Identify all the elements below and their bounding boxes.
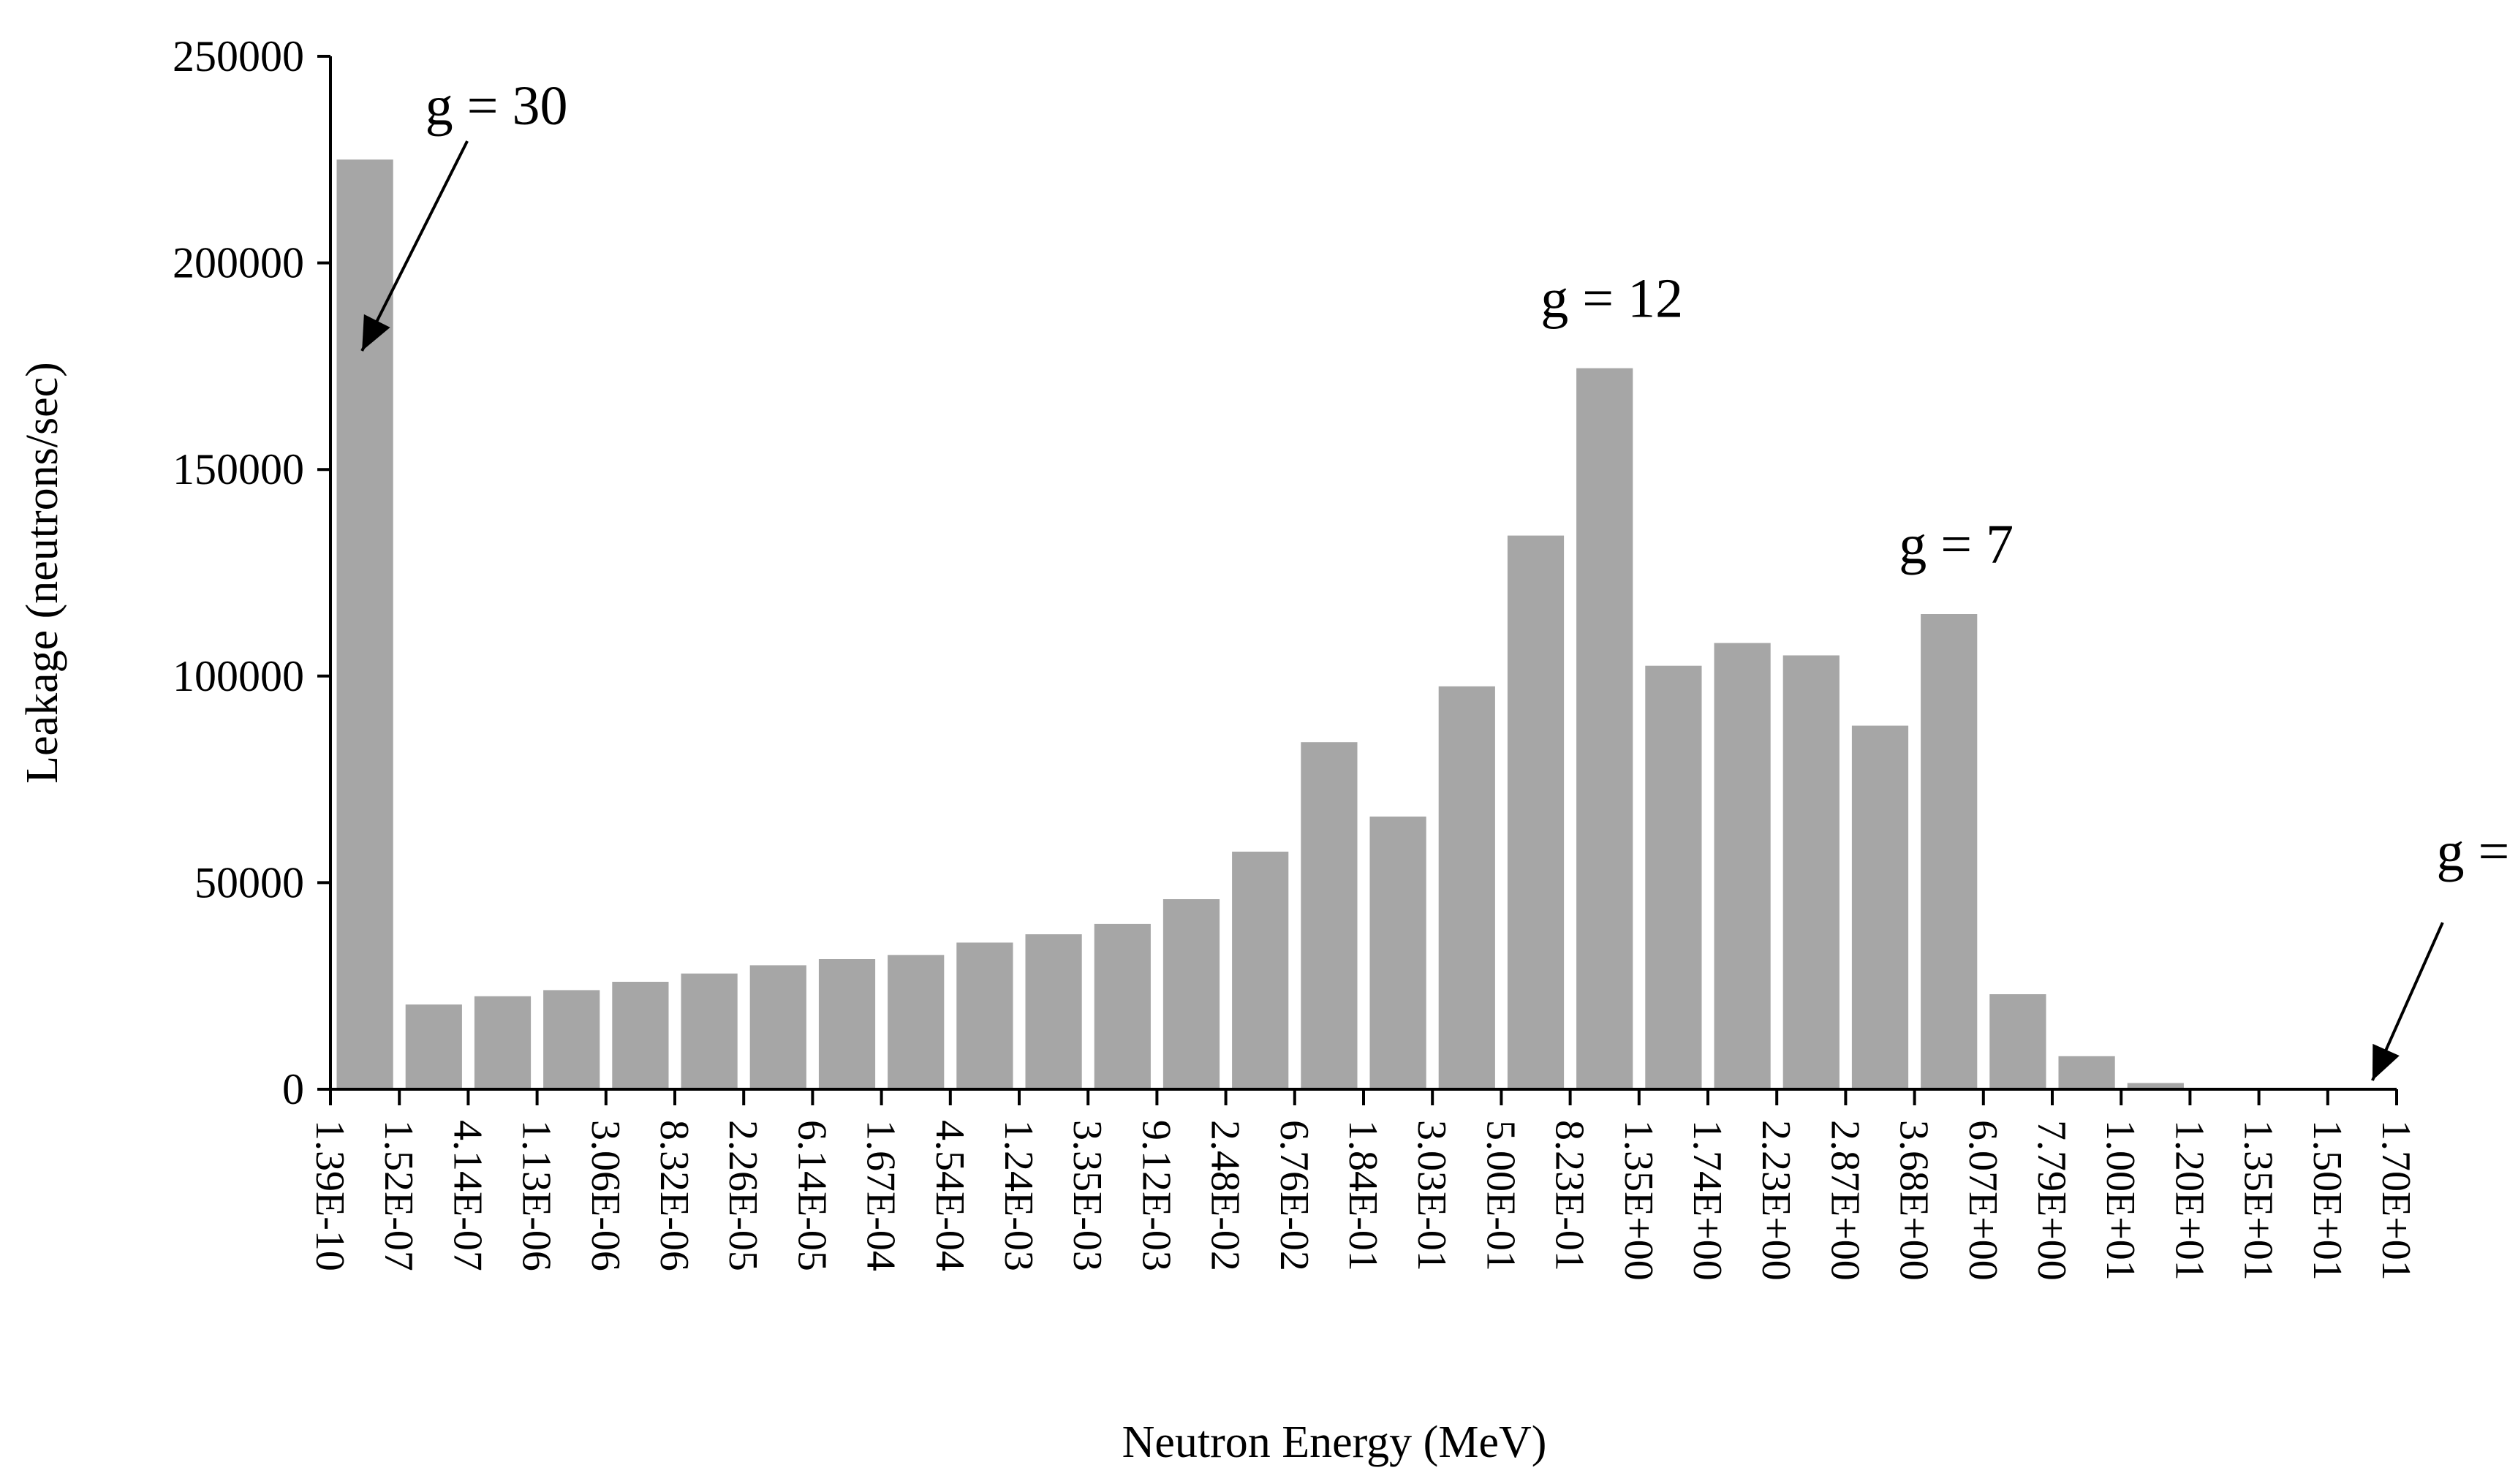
y-tick-label: 100000 xyxy=(173,652,304,700)
bar-group-24 xyxy=(749,965,806,1089)
x-tick-label: 8.32E-06 xyxy=(651,1120,697,1271)
x-axis-title: Neutron Energy (MeV) xyxy=(1122,1417,1547,1467)
annotations-group: g = 30 g = 12 g = 7 g = 1 xyxy=(360,75,2518,1081)
annotation-arrow-g-30-line xyxy=(360,140,469,352)
bar-group-10 xyxy=(1714,643,1771,1089)
x-tick-label: 3.68E+00 xyxy=(1891,1120,1937,1281)
x-tick-label: 1.35E+00 xyxy=(1616,1120,1661,1281)
bar-group-16 xyxy=(1301,742,1358,1089)
x-tick-label: 2.87E+00 xyxy=(1822,1120,1867,1281)
x-tick-label: 4.14E-07 xyxy=(445,1120,490,1271)
bar-group-6 xyxy=(1989,994,2046,1089)
x-tick-label: 8.23E-01 xyxy=(1547,1120,1592,1271)
bar-group-7 xyxy=(1921,614,1978,1089)
x-tick-label: 6.14E-05 xyxy=(789,1120,834,1271)
x-tick-label: 3.06E-06 xyxy=(583,1120,628,1271)
bar-group-29 xyxy=(405,1004,462,1089)
x-tick-label: 1.70E+01 xyxy=(2373,1120,2419,1281)
annotation-g-1: g = 1 xyxy=(2436,821,2518,882)
y-tick-label: 250000 xyxy=(173,32,304,80)
y-tick-label: 0 xyxy=(282,1065,304,1113)
bar-group-13 xyxy=(1507,535,1565,1089)
bar-group-18 xyxy=(1162,899,1220,1089)
x-tick-label: 9.12E-03 xyxy=(1133,1120,1179,1271)
x-tick-label: 7.79E+00 xyxy=(2029,1120,2074,1281)
bar-group-23 xyxy=(818,959,876,1089)
x-tick-label: 1.50E+01 xyxy=(2305,1120,2350,1281)
x-tick-label: 1.00E+01 xyxy=(2098,1120,2143,1281)
bar-group-21 xyxy=(956,942,1013,1089)
x-tick-label: 4.54E-04 xyxy=(927,1120,972,1271)
x-tick-label: 1.24E-03 xyxy=(996,1120,1041,1271)
bar-group-20 xyxy=(1025,934,1082,1089)
bar-group-11 xyxy=(1645,665,1702,1089)
annotation-g-7: g = 7 xyxy=(1899,514,2014,575)
bars-group xyxy=(336,159,2391,1089)
y-ticks-group: 0 50000 100000 150000 200000 250000 xyxy=(173,32,330,1113)
bar-group-25 xyxy=(681,973,738,1089)
bar-group-27 xyxy=(543,990,600,1089)
x-tick-label: 3.03E-01 xyxy=(1409,1120,1454,1271)
y-tick-label: 150000 xyxy=(173,445,304,493)
x-tick-label: 6.07E+00 xyxy=(1960,1120,2005,1281)
x-tick-label: 3.35E-03 xyxy=(1065,1120,1110,1271)
x-tick-label: 1.74E+00 xyxy=(1685,1120,1730,1281)
bar-group-26 xyxy=(612,982,669,1089)
annotation-arrow-g-1-head xyxy=(2372,1043,2400,1080)
x-tick-label: 2.26E-05 xyxy=(720,1120,765,1271)
x-tick-label: 1.13E-06 xyxy=(514,1120,559,1271)
y-tick-label: 200000 xyxy=(173,239,304,287)
axes-group xyxy=(329,56,2397,1091)
x-tick-label: 1.35E+01 xyxy=(2236,1120,2281,1281)
bar-group-28 xyxy=(474,996,532,1089)
annotation-arrow-g-30-head xyxy=(362,314,390,351)
annotation-g-30: g = 30 xyxy=(426,75,568,137)
x-tick-label: 1.84E-01 xyxy=(1340,1120,1385,1271)
y-tick-label: 50000 xyxy=(194,858,304,906)
y-axis-title: Leakage (neutrons/sec) xyxy=(18,362,67,784)
bar-group-19 xyxy=(1094,923,1151,1089)
annotation-g-12: g = 12 xyxy=(1540,268,1683,330)
x-tick-label: 1.67E-04 xyxy=(858,1120,904,1271)
x-tick-label: 1.39E-10 xyxy=(307,1120,352,1271)
x-tick-label: 2.48E-02 xyxy=(1203,1120,1248,1271)
bar-group-30 xyxy=(336,159,393,1089)
x-tick-label: 2.23E+00 xyxy=(1753,1120,1799,1281)
x-ticks-group: 1.39E-10 1.52E-07 4.14E-07 1.13E-06 3.06E-06… xyxy=(307,1089,2419,1281)
bar-group-17 xyxy=(1232,852,1289,1089)
x-tick-label: 6.76E-02 xyxy=(1271,1120,1317,1271)
bar-group-22 xyxy=(888,955,945,1089)
bar-group-12 xyxy=(1576,368,1633,1089)
x-tick-label: 1.20E+01 xyxy=(2166,1120,2212,1281)
x-tick-label: 5.00E-01 xyxy=(1478,1120,1523,1271)
bar-group-5 xyxy=(2058,1056,2115,1089)
bar-group-15 xyxy=(1369,817,1426,1089)
bar-group-9 xyxy=(1782,655,1840,1089)
bar-group-4 xyxy=(2127,1083,2184,1089)
x-tick-label: 1.52E-07 xyxy=(376,1120,421,1271)
bar-group-8 xyxy=(1851,725,1909,1089)
bar-group-14 xyxy=(1438,686,1495,1089)
